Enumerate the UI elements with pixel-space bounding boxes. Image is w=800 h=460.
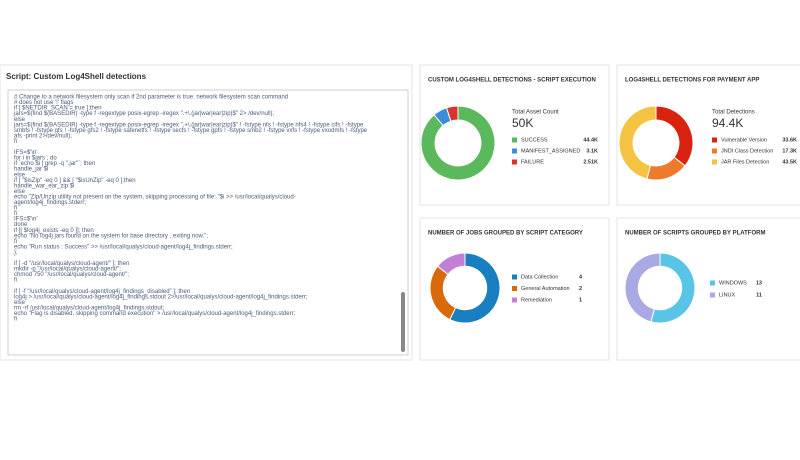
legend-name: FAILURE xyxy=(521,159,544,165)
code-line: if [ -f "/usr/local/qualys/cloud-agent/l… xyxy=(14,289,190,295)
code-line: }; xyxy=(14,250,18,256)
donut-slice xyxy=(420,105,496,181)
legend-name: MANIFEST_ASSIGNED xyxy=(521,148,580,154)
code-line: echo "No log4j jars found on the system … xyxy=(14,233,208,239)
widget-title: LOG4SHELL DETECTIONS FOR PAYMENT APP xyxy=(625,78,759,84)
legend-name: LINUX xyxy=(719,292,736,298)
legend-name: JAR Files Detection xyxy=(721,159,769,165)
legend-name: Remediation xyxy=(521,297,552,303)
code-line: jars=$(find $(BASEDIR) -type f -regextyp… xyxy=(13,122,364,128)
legend-value: 17.3K xyxy=(782,148,797,154)
code-line: fi xyxy=(14,139,17,145)
code-line: done xyxy=(14,222,28,228)
code: # Change to a network filesystem only sc… xyxy=(13,95,368,323)
legend-swatch xyxy=(512,297,517,303)
widget-title: CUSTOM LOG4SHELL DETECTIONS - SCRIPT EXE… xyxy=(428,78,596,84)
code-line: if [[ $log4j_exists -eq 0 ]]; then xyxy=(14,228,94,234)
legend-swatch xyxy=(512,286,517,291)
code-line: if [ $NETDIR_SCAN = true ];then xyxy=(14,106,102,112)
legend-swatch xyxy=(712,148,717,154)
code-line: # does not use '!' flags xyxy=(14,100,73,106)
code-line: afs -print 2>/dev/null); xyxy=(14,133,72,139)
code-line: # Change to a network filesystem only sc… xyxy=(14,95,288,101)
legend-value: 13 xyxy=(756,280,762,286)
widget-panel xyxy=(616,64,800,206)
widget-title: NUMBER OF JOBS GROUPED BY SCRIPT CATEGOR… xyxy=(428,231,583,237)
code-box xyxy=(7,89,409,356)
legend-value: 2 xyxy=(579,286,582,292)
legend-name: JNDI Class Detection xyxy=(721,148,773,154)
widgets: CUSTOM LOG4SHELL DETECTIONS - SCRIPT EXE… xyxy=(419,64,800,361)
code-line: else xyxy=(14,300,26,306)
code-line: IFS=$'\n' xyxy=(14,150,37,156)
donut-slice xyxy=(436,252,466,276)
code-line: chmod 750 "/usr/local/qualys/cloud-agent… xyxy=(14,272,129,278)
code-line: handle_war_ear_zip $i xyxy=(14,183,74,189)
widget-panel xyxy=(616,217,800,361)
code-line: fi xyxy=(14,239,17,245)
legend-swatch xyxy=(710,280,715,286)
scrollbar[interactable] xyxy=(401,292,405,352)
code-line: rm -rf /usr/local/qualys/cloud-agent/log… xyxy=(14,305,164,311)
code-line: else xyxy=(14,172,26,178)
code-line: smbfs ! -fstype gfs ! -fstype gfs2 ! -fs… xyxy=(14,128,368,134)
code-line: fi xyxy=(14,211,17,217)
legend-value: 3.1K xyxy=(586,148,598,154)
code-line: echo "Zip/Unzip utility not present on t… xyxy=(14,194,296,200)
total-value: 50K xyxy=(512,116,533,130)
code-line: if [ -d "/usr/local/qualys/cloud-agent/"… xyxy=(14,261,129,267)
legend-value: 2.51K xyxy=(583,159,598,165)
script-title: Script: Custom Log4Shell detections xyxy=(6,72,147,81)
widget-panel xyxy=(419,64,610,206)
code-line: fi xyxy=(14,206,17,212)
legend-swatch xyxy=(512,148,517,154)
legend-swatch xyxy=(712,137,717,143)
legend-swatch xyxy=(512,274,517,280)
code-line: echo "Run status : Success" >> /usr/loca… xyxy=(14,244,233,250)
widget-title: NUMBER OF SCRIPTS GROUPED BY PLATFORM xyxy=(625,231,765,237)
code-line: else xyxy=(14,117,26,123)
code-line: mkdir -p "/usr/local/qualys/cloud-agent/… xyxy=(14,267,121,273)
legend-swatch xyxy=(512,159,517,165)
code-line: handle_jar $i xyxy=(14,167,48,173)
donut-slice xyxy=(650,252,696,324)
total-label: Total Detections xyxy=(712,110,755,116)
legend-name: WINDOWS xyxy=(719,280,747,286)
legend-value: 1 xyxy=(579,297,582,303)
legend-swatch xyxy=(512,137,517,143)
legend-value: 43.5K xyxy=(782,159,797,165)
donut-slice xyxy=(445,105,459,122)
code-line: echo "Flag is disabled, skipping command… xyxy=(14,311,296,317)
donut-slice xyxy=(624,252,661,323)
legend-value: 33.6K xyxy=(782,137,797,143)
code-line: else xyxy=(14,189,26,195)
legend-name: General Automation xyxy=(521,286,570,292)
total-value: 94.4K xyxy=(712,116,743,130)
code-line: fi xyxy=(14,278,17,284)
code-line: IFS=$'\n' xyxy=(14,217,37,223)
legend-value: 11 xyxy=(756,292,762,298)
legend-name: Vulnerable Version xyxy=(721,137,767,143)
code-line: for i in $jars ; do xyxy=(14,156,57,162)
legend-name: SUCCESS xyxy=(521,137,548,143)
legend-value: 44.4K xyxy=(583,137,598,143)
legend-name: Data Collection xyxy=(521,274,558,280)
code-line: if [ "$isZip" -eq 0 ] && [ "$isUnZip" -e… xyxy=(14,178,136,184)
donut-slice xyxy=(449,252,501,324)
legend-value: 4 xyxy=(579,274,583,280)
code-line: agent/log4j_findings.stderr; xyxy=(14,200,86,206)
code-line: fi xyxy=(14,317,17,323)
legend-swatch xyxy=(710,292,715,298)
legend-swatch xyxy=(712,159,717,165)
code-line: log4j > /usr/local/qualys/cloud-agent/lo… xyxy=(14,294,308,300)
code-line: if `echo $i | grep -q ".jar"`; then xyxy=(14,161,95,167)
donut-slice xyxy=(618,105,657,180)
total-label: Total Asset Count xyxy=(512,110,559,116)
code-line: jars=$(find $(BASEDIR) -type f -regextyp… xyxy=(13,111,275,117)
